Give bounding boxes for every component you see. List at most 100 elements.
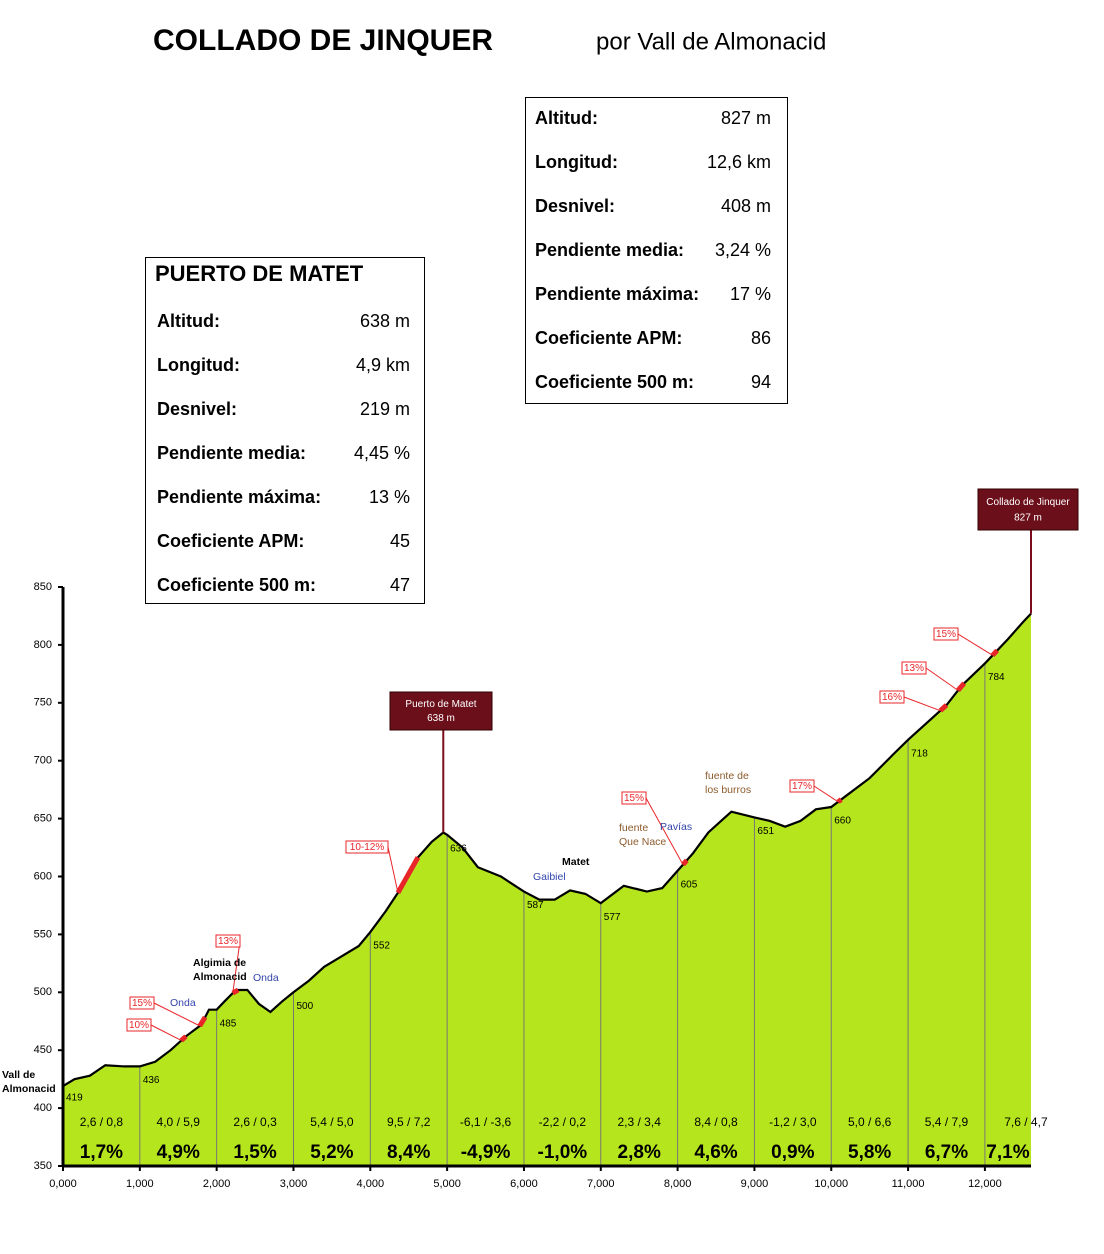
steep-section — [836, 797, 843, 804]
annotation: Algimia de — [193, 957, 246, 969]
annotation: fuente de — [705, 770, 749, 782]
steep-label: 15% — [132, 998, 152, 1009]
altitude-label: 784 — [988, 672, 1005, 683]
segment-gradient: 5,8% — [848, 1142, 891, 1163]
stat-value: 47 — [390, 575, 410, 595]
annotation: fuente — [619, 822, 648, 834]
annotation: Almonacid — [2, 1083, 56, 1095]
steep-section — [395, 856, 421, 894]
y-tick-label: 400 — [34, 1102, 52, 1114]
x-tick-label: 1,000 — [126, 1178, 154, 1190]
summit-altitude: 638 m — [427, 713, 455, 724]
y-tick-label: 750 — [34, 697, 52, 709]
y-tick-label: 350 — [34, 1160, 52, 1172]
stat-label: Desnivel: — [157, 399, 237, 419]
steep-box — [789, 779, 815, 793]
segment-label: 8,4 / 0,8 — [694, 1115, 738, 1129]
leader-line — [903, 696, 941, 712]
stat-label: Altitud: — [535, 108, 598, 128]
steep-section — [231, 987, 240, 996]
stat-value: 45 — [390, 531, 410, 551]
x-tick-label: 6,000 — [510, 1178, 538, 1190]
summit-box — [977, 488, 1079, 531]
summit-name: Puerto de Matet — [405, 699, 476, 710]
y-tick-label: 650 — [34, 813, 52, 825]
leader-line — [232, 940, 241, 994]
steep-box — [933, 627, 959, 641]
stat-label: Altitud: — [157, 311, 220, 331]
x-tick-label: 9,000 — [741, 1178, 769, 1190]
segment-label: -1,2 / 3,0 — [769, 1115, 817, 1129]
segment-label: 9,5 / 7,2 — [387, 1115, 431, 1129]
stat-label: Pendiente máxima: — [157, 487, 321, 507]
steep-label: 10% — [129, 1020, 149, 1031]
profile-area — [63, 613, 1031, 1166]
title: COLLADO DE JINQUER — [153, 24, 493, 57]
stat-value: 94 — [751, 372, 771, 392]
steep-section — [938, 703, 949, 713]
steep-label: 17% — [792, 781, 812, 792]
stat-value: 219 m — [360, 399, 410, 419]
steep-section — [956, 681, 967, 692]
segment-label: 5,0 / 6,6 — [848, 1115, 892, 1129]
altitude-label: 636 — [450, 843, 467, 854]
altitude-label: 718 — [911, 748, 928, 759]
stat-label: Coeficiente 500 m: — [535, 372, 694, 392]
segment-gradient: -1,0% — [538, 1142, 588, 1163]
steep-box — [879, 690, 905, 704]
segment-label: 4,0 / 5,9 — [157, 1115, 201, 1129]
segment-gradient: 6,7% — [925, 1142, 968, 1163]
steep-section — [197, 1015, 208, 1028]
y-tick-label: 500 — [34, 986, 52, 998]
leader-line — [150, 1024, 182, 1041]
segment-label: 5,4 / 7,9 — [925, 1115, 969, 1129]
steep-label: 13% — [904, 663, 924, 674]
steep-label: 15% — [936, 629, 956, 640]
annotation: Matet — [562, 856, 590, 868]
leader-line — [153, 1002, 200, 1027]
stat-label: Pendiente máxima: — [535, 284, 699, 304]
annotation: Pavías — [660, 821, 692, 833]
segment-gradient: 8,4% — [387, 1142, 430, 1163]
x-tick-label: 8,000 — [664, 1178, 692, 1190]
leader-line — [387, 846, 399, 893]
steep-box — [215, 934, 241, 948]
x-tick-label: 5,000 — [433, 1178, 461, 1190]
steep-box — [621, 791, 647, 805]
altitude-label: 500 — [296, 1001, 313, 1012]
steep-box — [129, 996, 155, 1010]
segment-gradient: 4,9% — [157, 1142, 200, 1163]
stat-value: 4,9 km — [356, 355, 410, 375]
segment-label: 2,3 / 3,4 — [618, 1115, 662, 1129]
annotation: Vall de — [2, 1069, 35, 1081]
y-tick-label: 800 — [34, 639, 52, 651]
stat-label: Pendiente media: — [535, 240, 684, 260]
y-tick-label: 450 — [34, 1044, 52, 1056]
steep-label: 15% — [624, 793, 644, 804]
steep-box — [345, 840, 389, 854]
steep-label: 13% — [218, 936, 238, 947]
segment-label: 2,6 / 0,3 — [233, 1115, 277, 1129]
steep-box — [126, 1018, 152, 1032]
altitude-label: 605 — [681, 879, 698, 890]
altitude-label: 436 — [143, 1075, 160, 1086]
summit-name: Collado de Jinquer — [986, 497, 1070, 508]
stat-value: 3,24 % — [715, 240, 771, 260]
segment-gradient: 2,8% — [618, 1142, 661, 1163]
steep-section — [179, 1034, 188, 1043]
stats-box — [145, 257, 425, 604]
segment-label: -2,2 / 0,2 — [539, 1115, 587, 1129]
segment-gradient: 0,9% — [771, 1142, 814, 1163]
leader-line — [813, 785, 839, 803]
stat-value: 17 % — [730, 284, 771, 304]
altitude-label: 419 — [66, 1093, 83, 1104]
stats-title: PUERTO DE MATET — [155, 261, 364, 286]
annotation: Almonacid — [193, 971, 247, 983]
stat-value: 827 m — [721, 108, 771, 128]
leader-line — [957, 633, 993, 656]
stat-label: Longitud: — [535, 152, 618, 172]
segment-label: 2,6 / 0,8 — [80, 1115, 124, 1129]
stat-value: 12,6 km — [707, 152, 771, 172]
x-tick-label: 0,000 — [49, 1178, 77, 1190]
